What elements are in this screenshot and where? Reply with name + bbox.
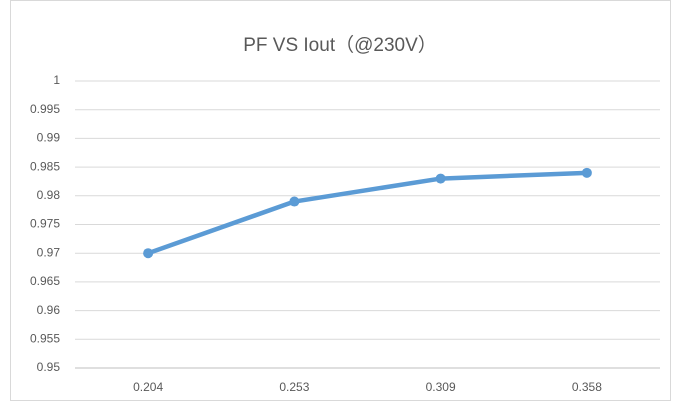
y-tick-label: 0.98 (37, 188, 61, 202)
chart-border (10, 0, 671, 401)
y-tick-label: 1 (53, 73, 60, 87)
y-tick-label: 0.985 (30, 159, 60, 173)
x-tick-label: 0.204 (133, 380, 163, 394)
y-tick-label: 0.96 (37, 303, 61, 317)
x-tick-label: 0.309 (426, 380, 456, 394)
data-point (289, 196, 300, 207)
y-tick-label: 0.95 (37, 360, 61, 374)
y-tick-label: 0.965 (30, 274, 60, 288)
y-tick-label: 0.975 (30, 217, 60, 231)
chart-title: PF VS Iout（@230V） (243, 34, 437, 56)
x-tick-label: 0.358 (572, 380, 602, 394)
data-point (435, 173, 446, 184)
y-tick-label: 0.97 (37, 245, 61, 259)
y-tick-label: 0.995 (30, 102, 60, 116)
y-tick-label: 0.99 (37, 131, 61, 145)
x-tick-label: 0.253 (279, 380, 309, 394)
series-line (145, 170, 590, 256)
data-point (143, 248, 154, 259)
y-tick-label: 0.955 (30, 331, 60, 345)
data-point (581, 167, 592, 178)
